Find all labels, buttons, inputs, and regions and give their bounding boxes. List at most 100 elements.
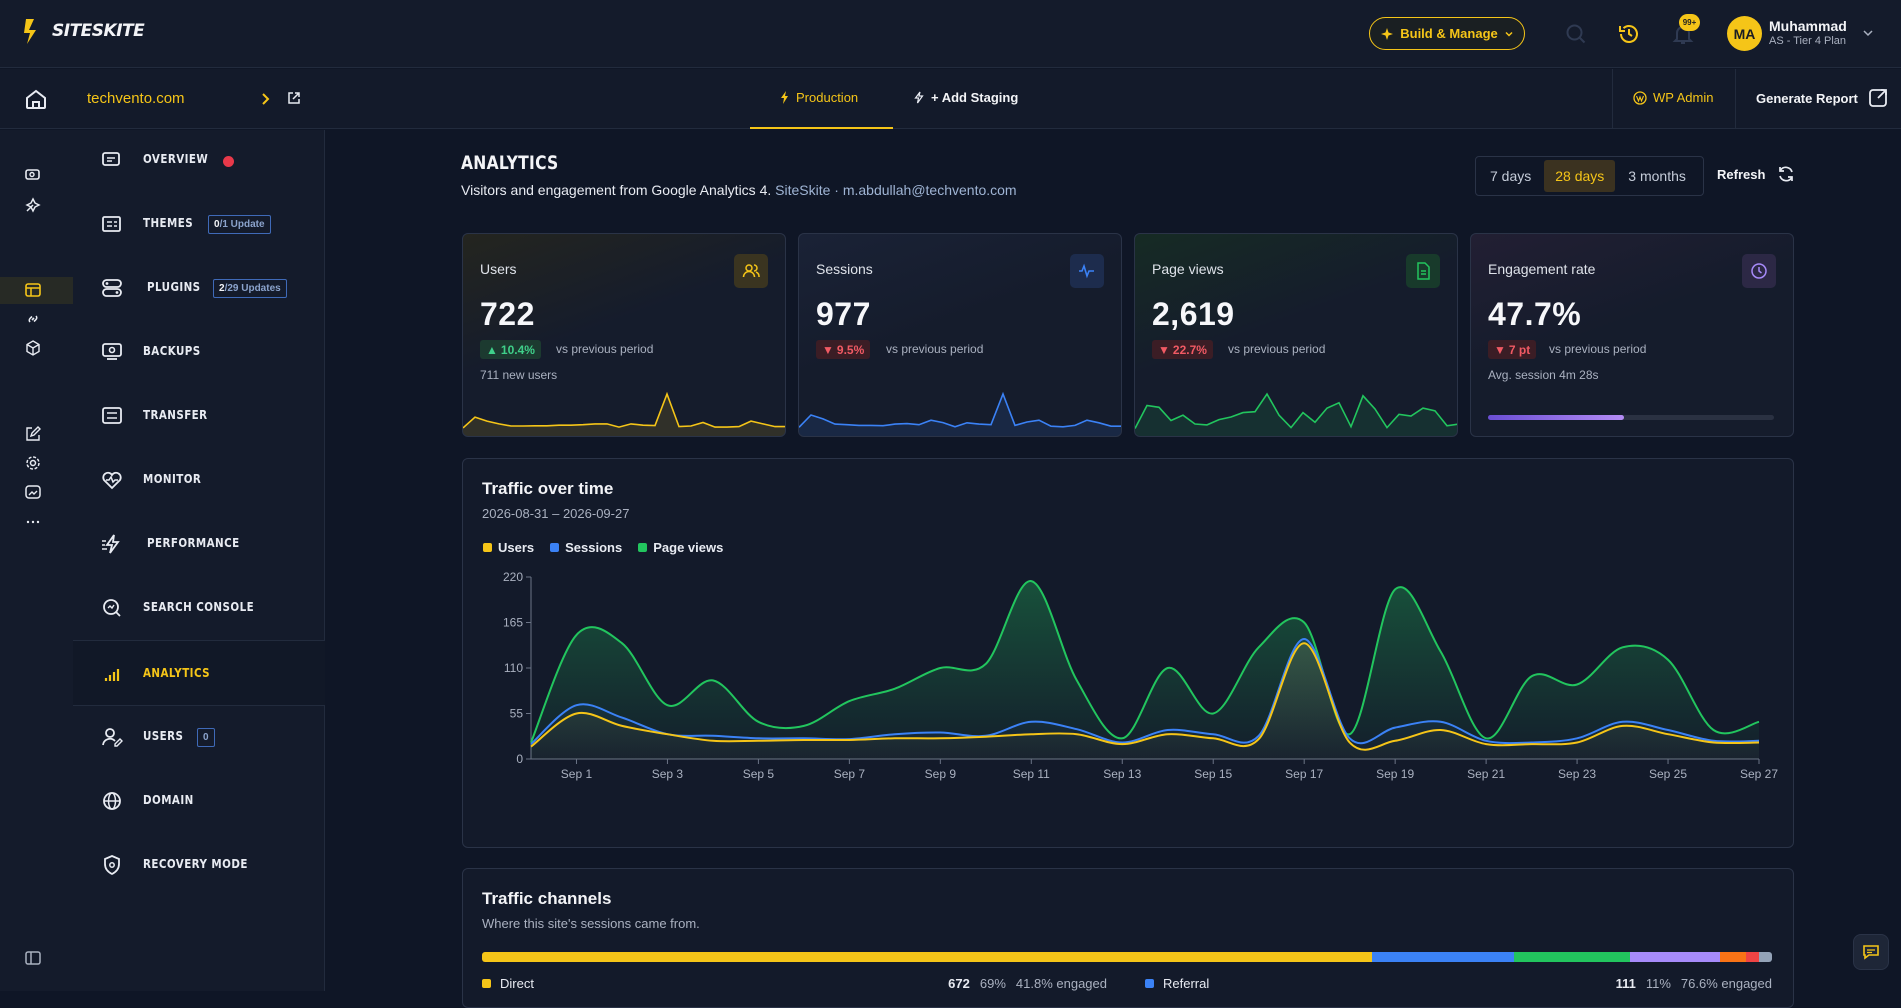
kpi-card-users: Users 722 ▲ 10.4% vs previous period 711 …: [462, 233, 786, 437]
build-manage-label: Build & Manage: [1400, 26, 1498, 41]
rail-link-icon[interactable]: [24, 310, 42, 328]
sidebar-item-transfer[interactable]: TRANSFER: [73, 386, 325, 446]
rail-edit-icon[interactable]: [24, 425, 42, 443]
channel-segment-social[interactable]: [1630, 952, 1721, 962]
wp-admin-link[interactable]: WP Admin: [1633, 90, 1713, 105]
user-name[interactable]: Muhammad: [1769, 18, 1847, 34]
site-switcher-button[interactable]: [260, 92, 272, 106]
activity-icon: [1070, 254, 1104, 288]
sparkline-line: [1135, 392, 1457, 429]
sidebar-item-label: USERS: [143, 729, 184, 743]
channel-segment-organic[interactable]: [1513, 952, 1631, 962]
users-sparkline: [463, 391, 785, 436]
sidebar-item-domain[interactable]: DOMAIN: [73, 771, 325, 831]
sidebar-item-plugins[interactable]: PLUGINS 2/29 Updates: [73, 258, 325, 318]
kpi-card-engagement-rate: Engagement rate 47.7% ▼ 7 pt vs previous …: [1470, 233, 1794, 437]
sidebar-item-label: MONITOR: [143, 472, 202, 486]
tab-add-staging[interactable]: + Add Staging: [914, 90, 1018, 105]
dashboard-icon: [102, 152, 120, 166]
y-tick-label: 110: [504, 661, 523, 675]
arrow-down-icon: ▼: [822, 342, 834, 357]
channel-share: 11%: [1645, 976, 1671, 991]
site-name[interactable]: techvento.com: [87, 90, 185, 107]
brand-logo[interactable]: SITESKITE: [22, 17, 145, 45]
panel-subtitle: Where this site's sessions came from.: [482, 916, 700, 931]
series-area-page-views: [531, 581, 1759, 759]
kpi-extra: Avg. session 4m 28s: [1488, 368, 1599, 382]
rail-tools-icon[interactable]: [24, 196, 42, 214]
sidebar-item-monitor[interactable]: MONITOR: [73, 450, 325, 510]
sidebar-item-recovery-mode[interactable]: RECOVERY MODE: [73, 835, 325, 895]
kpi-extra: 711 new users: [480, 368, 558, 382]
channel-segment-other[interactable]: [1746, 952, 1760, 962]
channel-segment-direct[interactable]: [482, 952, 1373, 962]
rail-settings-icon[interactable]: [24, 454, 42, 472]
sidebar: OVERVIEW THEMES 0/1 Update PLUGINS 2/29 …: [73, 130, 325, 991]
tab-production[interactable]: Production: [780, 90, 858, 105]
refresh-icon: [1779, 166, 1794, 182]
user-menu-toggle[interactable]: [1862, 27, 1874, 39]
sidebar-item-users[interactable]: USERS 0: [73, 707, 325, 767]
channel-swatch: [1145, 979, 1154, 988]
chat-support-button[interactable]: [1853, 934, 1889, 970]
sidebar-item-label: SEARCH CONSOLE: [143, 600, 255, 614]
rail-dashboard-icon[interactable]: [24, 166, 42, 184]
rail-sites-icon[interactable]: [24, 281, 42, 299]
legend-users[interactable]: Users: [483, 540, 534, 555]
kpi-value: 2,619: [1152, 296, 1235, 332]
channel-segment-referral[interactable]: [1372, 952, 1514, 962]
sidebar-item-themes[interactable]: THEMES 0/1 Update: [73, 194, 325, 254]
sidebar-item-label: RECOVERY MODE: [143, 857, 248, 871]
x-tick-label: Sep 9: [925, 767, 957, 781]
rail-reports-icon[interactable]: [24, 483, 42, 501]
channel-row-direct[interactable]: Direct 672 69% 41.8% engaged: [482, 976, 1107, 991]
refresh-button[interactable]: Refresh: [1717, 165, 1795, 183]
chevron-down-icon: [1505, 31, 1513, 37]
range-7-days[interactable]: 7 days: [1490, 168, 1532, 184]
data-source: SiteSkite · m.abdullah@techvento.com: [775, 182, 1017, 198]
history-button[interactable]: [1615, 20, 1643, 48]
sidebar-item-search-console[interactable]: SEARCH CONSOLE: [73, 578, 325, 638]
bolt-icon: [781, 91, 788, 104]
sidebar-item-performance[interactable]: PERFORMANCE: [73, 514, 325, 574]
channel-name: Direct: [500, 976, 534, 991]
sidebar-item-label: OVERVIEW: [143, 152, 209, 166]
x-tick-label: Sep 1: [561, 767, 593, 781]
brand-name: SITESKITE: [52, 21, 145, 41]
open-site-button[interactable]: [287, 91, 301, 105]
icon-rail: [0, 130, 73, 991]
range-28-days[interactable]: 28 days: [1544, 160, 1616, 192]
sidebar-item-analytics[interactable]: ANALYTICS: [73, 640, 325, 706]
y-tick-label: 165: [503, 616, 523, 630]
build-manage-button[interactable]: Build & Manage: [1369, 17, 1525, 50]
heart-pulse-icon: [102, 471, 122, 490]
channel-segment-unassigned[interactable]: [1759, 952, 1772, 962]
rail-active-highlight: [0, 277, 73, 304]
channel-row-referral[interactable]: Referral 111 11% 76.6% engaged: [1145, 976, 1772, 991]
update-count-badge: 0/1 Update: [208, 215, 271, 234]
sidebar-item-backups[interactable]: BACKUPS: [73, 322, 325, 382]
channel-swatch: [482, 979, 491, 988]
avatar[interactable]: MA: [1727, 16, 1762, 51]
generate-report-button[interactable]: Generate Report: [1756, 88, 1888, 108]
legend-sessions[interactable]: Sessions: [550, 540, 622, 555]
backup-icon: [102, 343, 122, 360]
sidebar-toggle-icon[interactable]: [24, 949, 42, 967]
channel-engaged: 76.6% engaged: [1680, 976, 1772, 991]
legend-page-views[interactable]: Page views: [638, 540, 723, 555]
home-button[interactable]: [24, 87, 48, 111]
range-3-months[interactable]: 3 months: [1628, 168, 1686, 184]
sidebar-item-overview[interactable]: OVERVIEW: [73, 130, 325, 190]
channel-segment-email[interactable]: [1720, 952, 1747, 962]
kpi-label: Engagement rate: [1488, 261, 1596, 277]
wp-admin-label: WP Admin: [1653, 90, 1714, 105]
x-tick-label: Sep 17: [1285, 767, 1323, 781]
rail-more-icon[interactable]: [24, 513, 42, 531]
kpi-compare-label: vs previous period: [1549, 342, 1647, 356]
kpi-card-sessions: Sessions 977 ▼ 9.5% vs previous period: [798, 233, 1122, 437]
clock-icon: [1742, 254, 1776, 288]
users-icon: [734, 254, 768, 288]
search-button[interactable]: [1562, 20, 1590, 48]
rail-box-icon[interactable]: [24, 339, 42, 357]
kpi-compare-label: vs previous period: [886, 342, 984, 356]
